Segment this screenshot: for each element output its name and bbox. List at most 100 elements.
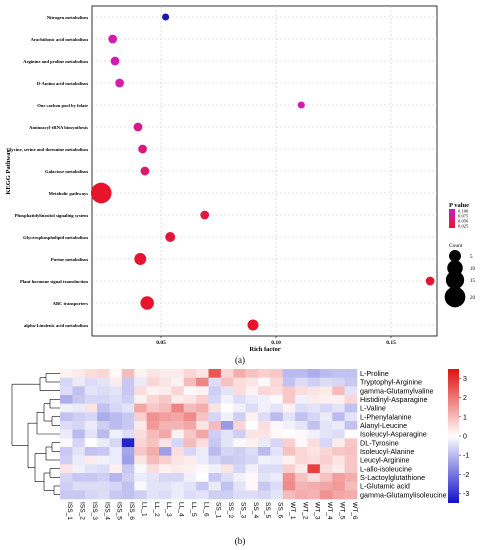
heatmap-cell [146,447,160,456]
heatmap-cell [60,429,73,439]
heatmap-cell [295,412,308,422]
colorbar-tick-label: -1 [463,453,469,460]
heatmap-cell [233,490,246,500]
heatmap-cell [258,429,271,439]
heatmap-cell [208,369,222,378]
column-label-ss-4: SS_4 [252,502,259,518]
x-axis-label: Rich factor [249,346,280,353]
heatmap-cell [97,377,110,387]
heatmap-cell [146,377,160,387]
heatmap-cell [282,403,296,413]
heatmap-cell [109,464,123,474]
heatmap-cell [134,429,147,439]
heatmap-colorbar: 3 2 1 0 -1 -2 -3 [448,369,469,503]
heatmap-cell [183,438,197,448]
pathway-label-arginine-and-proline-metabolism: Arginine and proline metabolism [23,59,88,64]
heatmap-cell [146,490,160,500]
heatmap-cell [183,395,197,404]
heatmap-cell [196,369,209,378]
heatmap-cell [295,464,308,474]
heatmap-cell [109,395,123,404]
heatmap-cell [97,412,110,422]
heatmap-cell [245,429,259,439]
heatmap-cell [109,429,123,439]
heatmap-cell [159,473,172,482]
heatmap-cell [121,447,135,456]
heatmap-cell [245,438,259,448]
heatmap-cell [196,412,209,422]
column-label-ss-3: SS_3 [239,502,246,518]
heatmap-cell [183,421,197,430]
p-value-tick: 0.050 [458,219,469,224]
heatmap-cell [121,395,135,404]
heatmap-cell [84,455,98,465]
heatmap-cell [307,377,321,387]
heatmap-cell [220,386,234,396]
column-label-wt-4: WT_4 [326,502,333,520]
heatmap-cell [319,369,333,378]
heatmap-cell [282,386,296,396]
pathway-label-galactose-metabolism: Galactose metabolism [45,169,88,174]
column-label-ll-3: LL_3 [165,502,172,517]
row-label-dl-tyrosine: DL-Tyrosine [360,438,399,447]
row-label-alanyl-leucine: Alanyl-Leucine [360,421,407,430]
heatmap-cell [97,429,110,439]
heatmap-cell [220,464,234,474]
bubble-arachidonic-acid-metabolism [108,34,118,44]
heatmap-cell [332,421,345,430]
heatmap-cell [307,481,321,491]
colorbar-tick-label: 2 [463,395,467,402]
heatmap-cell [270,395,284,404]
heatmap-cell [270,473,284,482]
heatmap-cell [208,403,222,413]
heatmap-cell [159,395,172,404]
heatmap-cell [220,395,234,404]
row-label-leucyl-arginine: Leucyl-Arginine [360,456,410,465]
heatmap-cell [121,455,135,465]
bubble-arginine-and-proline-metabolism [110,56,120,66]
heatmap-cell [146,412,160,422]
heatmap-cell [295,473,308,482]
heatmap-cell [220,490,234,500]
heatmap-cell [282,369,296,378]
heatmap-cell [72,429,86,439]
heatmap-cell [121,481,135,491]
heatmap-cell [307,447,321,456]
column-label-wt-3: WT_3 [314,502,321,520]
heatmap-cell [245,455,259,465]
colorbar-tick-label: 0 [463,434,467,441]
heatmap-cell [319,455,333,465]
heatmap-cell [282,447,296,456]
heatmap-cell [183,429,197,439]
heatmap-cell [121,473,135,482]
heatmap-colorbar-gradient [448,369,459,503]
heatmap-cell [258,386,271,396]
heatmap-cell [270,377,284,387]
heatmap-cell [208,438,222,448]
column-label-ll-6: LL_6 [202,502,209,517]
heatmap-cell [282,395,296,404]
row-label-l-proline: L-Proline [360,369,389,378]
pathway-label-one-carbon-pool-by-folate: One carbon pool by folate [37,103,88,108]
heatmap-cell [171,455,185,465]
heatmap-cell [295,421,308,430]
heatmap-cell [146,464,160,474]
heatmap-cell [258,455,271,465]
panel-a-bubble-chart: Nitrogen metabolism Arachidonic acid meta… [5,5,476,365]
heatmap-cell [332,395,345,404]
heatmap-cell [196,403,209,413]
pathway-label-metabolic-pathways: Metabolic pathways [49,191,89,196]
heatmap-cell [84,403,98,413]
heatmap-cell [245,481,259,491]
heatmap-cell [220,403,234,413]
heatmap-cell [319,473,333,482]
row-label-isoleucyl-asparagine: Isoleucyl-Asparagine [360,430,427,439]
row-label-isoleucyl-alanine: Isoleucyl-Alanine [360,447,414,456]
heatmap-cell [72,403,86,413]
heatmap-cell [270,369,284,378]
heatmap-cell [60,473,73,482]
heatmap-cell [134,447,147,456]
heatmap-cell [171,395,185,404]
heatmap-cell [307,395,321,404]
bubble-points [90,13,435,331]
